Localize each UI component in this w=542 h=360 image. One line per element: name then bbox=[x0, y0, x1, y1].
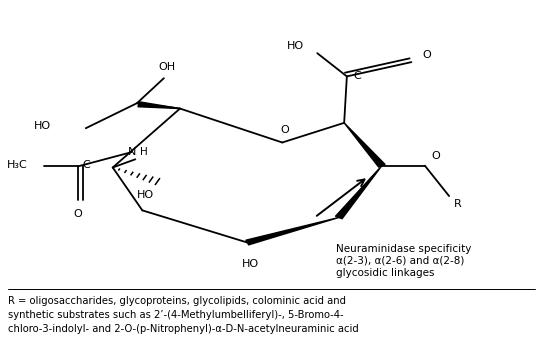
Text: HO: HO bbox=[34, 121, 51, 131]
Text: C: C bbox=[353, 71, 361, 81]
Text: O: O bbox=[431, 152, 440, 161]
Text: HO: HO bbox=[241, 258, 259, 269]
Text: C: C bbox=[82, 159, 90, 170]
Text: HO: HO bbox=[137, 190, 153, 200]
Polygon shape bbox=[138, 102, 180, 109]
Text: O: O bbox=[422, 50, 431, 60]
Text: O: O bbox=[73, 208, 82, 219]
Text: H₃C: H₃C bbox=[7, 159, 28, 170]
Text: HO: HO bbox=[287, 41, 304, 51]
Polygon shape bbox=[246, 217, 339, 245]
Text: O: O bbox=[281, 125, 289, 135]
Text: N: N bbox=[127, 147, 136, 157]
Polygon shape bbox=[344, 123, 385, 167]
Text: OH: OH bbox=[158, 62, 175, 72]
Polygon shape bbox=[335, 166, 382, 219]
Text: Neuraminidase specificity
α(2-3), α(2-6) and α(2-8)
glycosidic linkages: Neuraminidase specificity α(2-3), α(2-6)… bbox=[336, 244, 472, 278]
Text: H: H bbox=[139, 147, 147, 157]
Text: R = oligosaccharides, glycoproteins, glycolipids, colominic acid and
synthetic s: R = oligosaccharides, glycoproteins, gly… bbox=[8, 296, 358, 334]
Text: R: R bbox=[454, 199, 461, 209]
